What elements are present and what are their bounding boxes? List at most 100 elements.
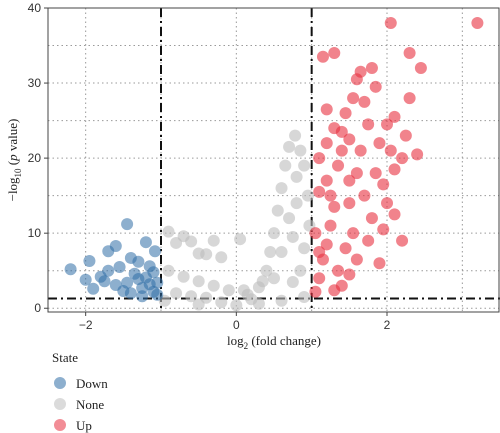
x-tick-label: 2 [384,318,391,332]
point-none [170,287,183,300]
point-up [377,223,390,236]
point-down [132,255,145,268]
point-down [147,266,160,279]
point-down [83,254,96,267]
point-down [151,288,164,301]
legend-label-up: Up [76,418,92,433]
point-up [403,47,416,60]
y-tick-label: 40 [28,1,42,15]
point-up [381,197,393,210]
point-down [113,260,126,273]
x-tick-label: 0 [233,318,240,332]
point-up [313,185,326,198]
legend-title: State [52,350,78,365]
point-none [271,204,284,217]
point-none [234,233,247,246]
point-none [256,275,269,288]
y-axis-title: −log10 (p value) [5,119,23,202]
point-none [215,251,228,264]
point-none [286,275,299,288]
point-down [109,278,122,291]
point-up [320,103,333,116]
point-up [403,92,416,105]
point-none [294,144,307,157]
point-none [207,279,220,292]
point-up [381,118,393,131]
point-up [362,118,375,131]
point-none [192,275,205,288]
point-up [411,148,424,161]
point-up [320,137,333,150]
point-none [283,212,296,225]
point-up [358,95,371,108]
x-axis-title: log2 (fold change) [227,333,321,351]
point-none [289,129,302,142]
point-none [298,159,311,172]
point-none [241,288,254,301]
point-up [358,189,371,202]
data-points [64,17,484,312]
plot-frame [47,7,500,313]
point-none [200,248,213,261]
point-none [260,264,273,277]
point-down [109,239,122,252]
legend-label-none: None [76,397,104,412]
point-up [369,80,382,93]
point-up [309,285,322,298]
point-none [230,299,243,312]
point-up [369,167,382,180]
point-up [320,174,333,187]
point-up [328,200,341,213]
point-up [373,137,386,150]
point-down [136,290,149,303]
point-up [324,189,337,202]
point-up [396,234,409,247]
y-tick-label: 20 [28,151,42,165]
point-none [252,297,265,310]
point-up [384,144,397,157]
point-up [343,174,356,187]
point-none [283,140,296,153]
point-none [192,298,205,311]
point-up [332,159,345,172]
point-up [343,197,356,210]
point-up [339,107,352,120]
point-down [102,264,115,277]
point-none [185,290,198,303]
legend-swatch-none [54,398,66,410]
point-up [350,167,363,180]
point-up [328,284,341,297]
threshold-lines [48,8,500,312]
point-up [414,62,427,75]
point-up [313,272,326,285]
legend-swatch-up [54,419,66,431]
point-none [264,245,277,258]
legend: State Down None Up [52,350,108,433]
point-none [162,225,175,238]
point-down [79,273,92,286]
point-none [298,290,311,303]
point-up [388,163,401,176]
point-down [87,282,100,295]
point-none [275,294,288,307]
point-none [177,270,190,283]
point-down [139,236,152,249]
point-up [354,144,367,157]
point-none [222,284,235,297]
point-up [399,129,412,142]
point-down [121,218,134,231]
point-none [207,234,220,247]
point-down [64,263,77,276]
point-up [313,152,326,165]
point-up [328,47,341,60]
point-up [373,257,386,270]
point-up [365,212,378,225]
point-up [350,253,363,266]
point-down [151,276,164,289]
point-none [298,242,311,255]
point-up [335,125,348,138]
point-none [162,264,175,277]
point-none [185,235,198,248]
point-up [343,133,356,146]
